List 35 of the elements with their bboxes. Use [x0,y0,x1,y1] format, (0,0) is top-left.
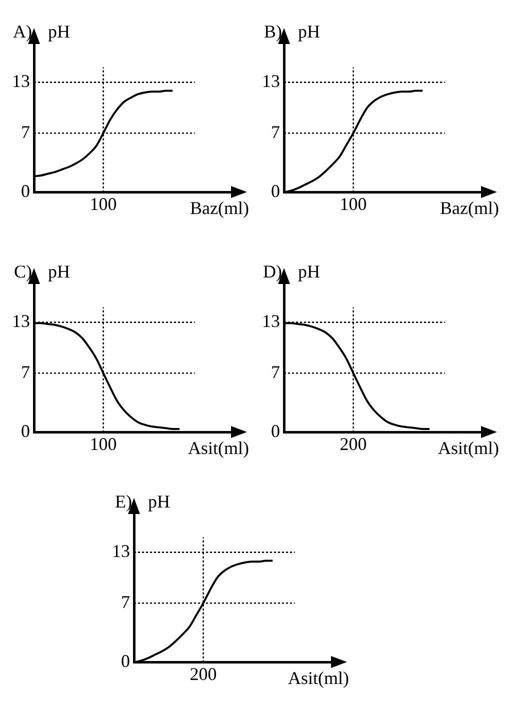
y-tick-label: 13 [112,541,130,562]
y-axis-title: pH [148,492,170,512]
y-tick-label: 7 [21,122,30,142]
y-tick-label: 7 [121,592,130,612]
x-axis-title: Baz(ml) [190,198,249,218]
chart-title: E) [115,492,132,512]
x-tick-label: 200 [340,434,367,454]
y-axis-title: pH [298,22,320,42]
y-tick-label: 0 [21,181,30,202]
chart-title: D) [263,262,282,282]
y-tick-label: 7 [271,362,280,382]
y-tick-label: 13 [262,311,280,332]
x-axis-title: Asit(ml) [188,438,249,458]
x-axis-title: Asit(ml) [288,668,349,688]
x-axis-title: Asit(ml) [438,438,499,458]
x-tick-label: 100 [90,434,117,454]
x-axis-title: Baz(ml) [440,198,499,218]
y-axis-title: pH [48,262,70,282]
chart-title: A) [13,22,32,42]
x-tick-label: 200 [190,664,217,684]
y-tick-label: 7 [271,122,280,142]
x-tick-label: 100 [90,194,117,214]
y-tick-label: 0 [271,421,280,442]
y-tick-label: 13 [12,311,30,332]
chart-title: C) [14,262,32,282]
y-tick-label: 13 [12,71,30,92]
x-tick-label: 100 [340,194,367,214]
chart-title: B) [264,22,282,42]
y-tick-label: 0 [21,421,30,442]
y-tick-label: 13 [262,71,280,92]
y-axis-title: pH [298,262,320,282]
y-tick-label: 0 [271,181,280,202]
y-tick-label: 7 [21,362,30,382]
y-tick-label: 0 [121,651,130,672]
y-axis-title: pH [48,22,70,42]
